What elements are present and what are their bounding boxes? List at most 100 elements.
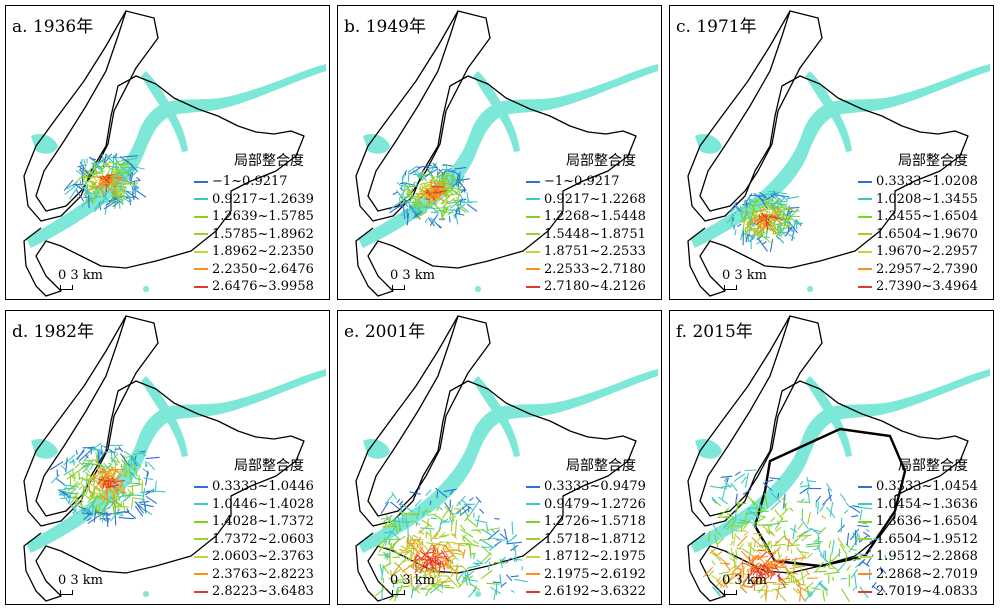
street-segment (770, 227, 775, 232)
legend-label: 1.3636~1.6504 (876, 514, 978, 530)
street-segment (727, 551, 738, 560)
street-segment (123, 158, 134, 167)
street-segment (449, 490, 454, 495)
street-segment (69, 186, 79, 200)
street-segment (427, 164, 437, 171)
street-segment (757, 567, 760, 574)
street-segment (756, 567, 759, 581)
street-segment (132, 456, 141, 468)
street-segment (752, 225, 762, 236)
street-segment (775, 527, 782, 532)
street-segment (428, 203, 438, 206)
street-segment (91, 162, 94, 176)
legend-swatch (526, 215, 540, 218)
street-segment (388, 577, 398, 585)
street-segment (145, 460, 148, 467)
street-segment (441, 554, 455, 563)
street-segment (403, 200, 417, 209)
street-segment (492, 561, 496, 566)
scale-label: 0 3 km (58, 573, 104, 588)
scale-bar: 0 3 km (722, 573, 767, 595)
street-segment (837, 537, 846, 549)
street-segment (384, 494, 394, 505)
street-segment (448, 564, 452, 570)
street-segment (102, 495, 109, 501)
street-segment (419, 550, 431, 560)
street-segment (425, 489, 432, 496)
street-segment (711, 498, 718, 504)
street-segment (114, 505, 117, 514)
street-segment (779, 217, 792, 220)
street-segment (98, 444, 103, 460)
street-segment (754, 228, 760, 236)
street-segment (400, 578, 405, 584)
street-segment (470, 500, 481, 514)
street-segment (796, 534, 812, 537)
street-segment (386, 523, 395, 527)
street-segment (395, 549, 400, 557)
street-segment (737, 223, 742, 228)
street-segment (454, 519, 458, 536)
street-segment (716, 538, 725, 545)
street-segment (418, 541, 424, 546)
street-segment (740, 210, 747, 216)
street-segment (416, 164, 432, 169)
water-body (475, 591, 481, 597)
street-segment (453, 512, 460, 515)
street-segment (792, 524, 796, 540)
street-segment (783, 530, 787, 541)
street-segment (840, 577, 847, 580)
street-segment (122, 155, 138, 158)
street-segment (736, 568, 745, 570)
street-segment (728, 582, 735, 585)
street-segment (760, 207, 765, 212)
street-segment (133, 459, 135, 465)
street-segment (113, 446, 117, 457)
street-segment (400, 503, 414, 513)
water-body (690, 64, 990, 248)
street-segment (441, 170, 447, 176)
street-segment (382, 517, 392, 529)
street-segment (456, 174, 459, 186)
street-segment (93, 160, 97, 175)
street-segment (443, 549, 458, 553)
street-segment (737, 502, 747, 506)
street-segment (823, 550, 825, 558)
street-segment (769, 225, 774, 228)
legend-label: 2.2350~2.6476 (212, 261, 314, 277)
street-segment (82, 507, 88, 510)
street-segment (506, 557, 512, 563)
street-segment (104, 153, 113, 163)
street-segment (94, 460, 107, 471)
street-segment (381, 586, 383, 601)
street-segment (380, 568, 384, 581)
legend-label: 0.9479~1.2726 (544, 496, 646, 512)
legend-label: 2.3763~2.8223 (212, 566, 314, 582)
street-segment (396, 551, 408, 554)
street-segment (765, 193, 776, 201)
street-segment (450, 518, 453, 532)
street-segment (414, 540, 422, 552)
street-segment (436, 188, 440, 193)
street-segment (101, 154, 105, 164)
legend-swatch (194, 590, 208, 593)
legend-swatch (858, 180, 872, 183)
street-segment (389, 589, 401, 601)
street-segment (850, 528, 859, 541)
street-segment (827, 488, 832, 502)
street-segment (144, 501, 147, 514)
street-segment (456, 202, 469, 213)
street-segment (400, 208, 413, 217)
legend-label: 2.6476~3.9958 (212, 279, 314, 295)
scale-bar-line (392, 590, 405, 595)
street-segment (430, 529, 432, 543)
street-segment (429, 217, 439, 227)
street-segment (869, 539, 874, 543)
street-segment (752, 517, 765, 526)
legend-label: 2.1975~2.6192 (544, 566, 646, 582)
street-segment (871, 582, 877, 589)
street-segment (99, 502, 109, 515)
street-segment (139, 450, 146, 453)
street-segment (741, 213, 755, 223)
street-segment (471, 529, 485, 531)
